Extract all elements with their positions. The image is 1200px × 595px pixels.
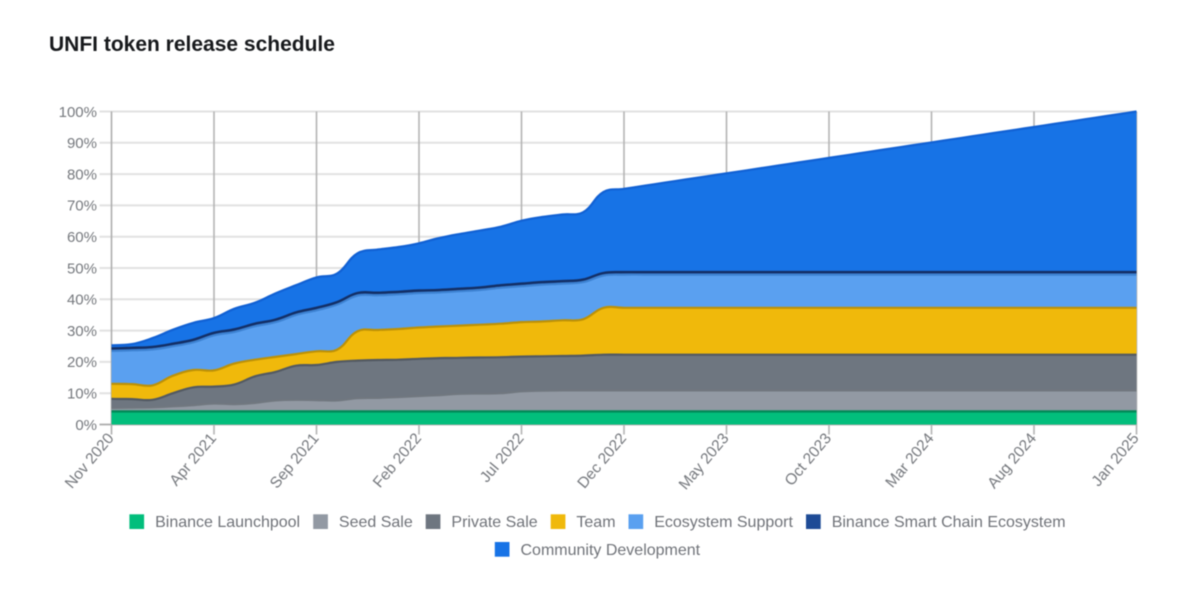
- svg-text:Community Development: Community Development: [521, 542, 701, 559]
- svg-text:50%: 50%: [67, 260, 97, 277]
- svg-text:Seed Sale: Seed Sale: [339, 514, 413, 531]
- svg-text:80%: 80%: [67, 166, 97, 183]
- svg-text:40%: 40%: [67, 292, 97, 309]
- svg-text:Binance Smart Chain Ecosystem: Binance Smart Chain Ecosystem: [832, 514, 1066, 531]
- svg-text:10%: 10%: [67, 386, 97, 403]
- svg-text:0%: 0%: [75, 417, 97, 434]
- svg-text:100%: 100%: [59, 104, 97, 121]
- svg-text:UNFI token release schedule: UNFI token release schedule: [49, 33, 335, 56]
- svg-text:Team: Team: [576, 514, 615, 531]
- svg-text:20%: 20%: [67, 354, 97, 371]
- svg-text:Private Sale: Private Sale: [451, 514, 537, 531]
- svg-text:Ecosystem Support: Ecosystem Support: [654, 514, 793, 531]
- svg-text:90%: 90%: [67, 135, 97, 152]
- svg-text:70%: 70%: [67, 198, 97, 215]
- svg-text:Binance Launchpool: Binance Launchpool: [155, 514, 300, 531]
- svg-text:30%: 30%: [67, 323, 97, 340]
- svg-text:60%: 60%: [67, 229, 97, 246]
